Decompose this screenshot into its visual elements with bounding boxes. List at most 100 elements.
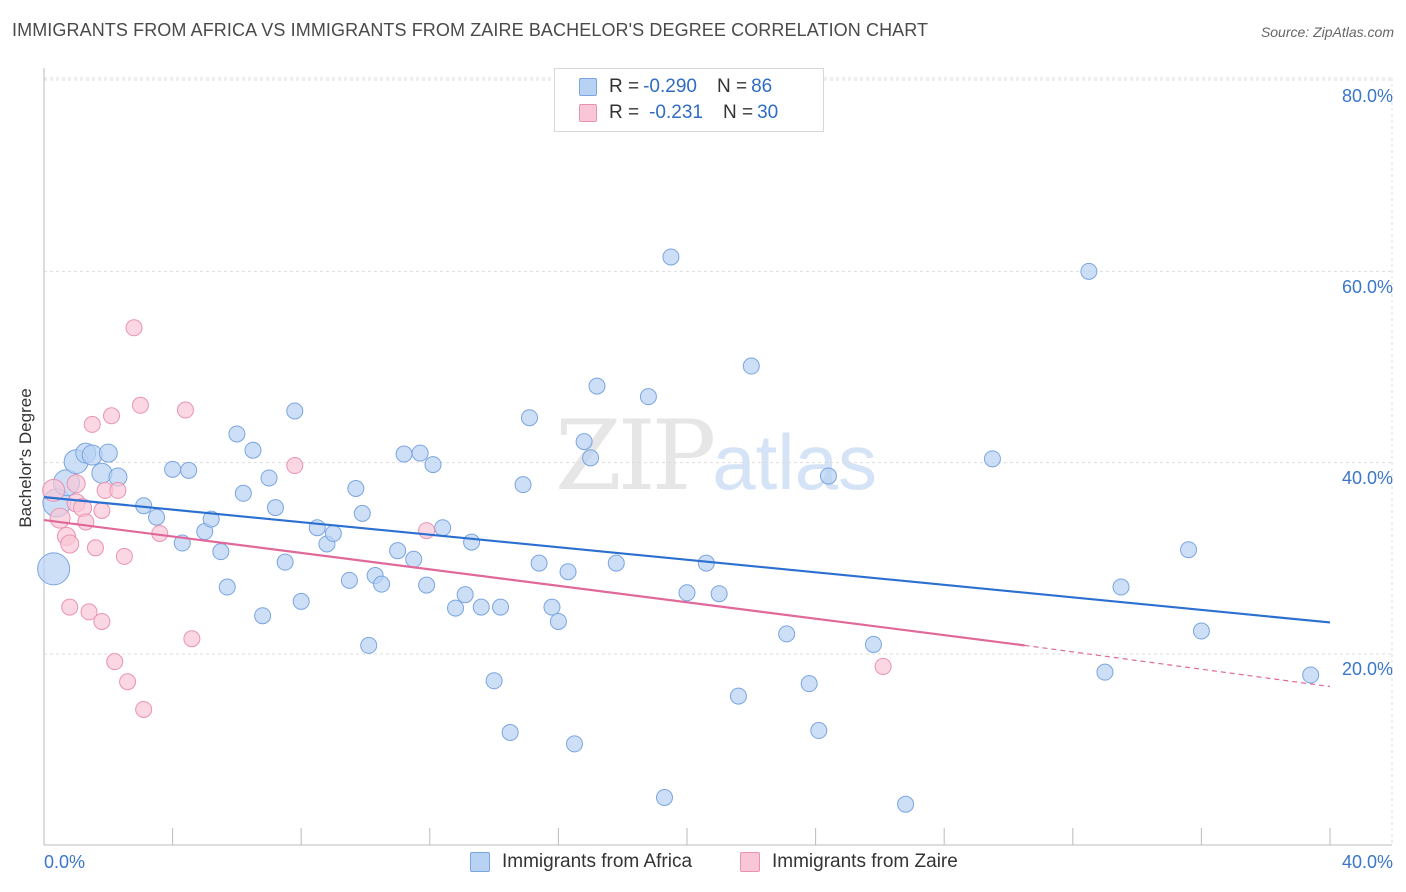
africa-point-68 (742, 357, 760, 375)
y-tick-label-60: 60.0% (1341, 277, 1393, 297)
series-legend: Immigrants from Africa Immigrants from Z… (0, 851, 1406, 877)
africa-point-81 (1302, 666, 1320, 684)
africa-point-51 (520, 409, 538, 427)
africa-point-45 (463, 533, 481, 551)
africa-point-74 (897, 795, 915, 813)
africa-point-13 (180, 461, 198, 479)
africa-r-value: -0.290 (643, 76, 697, 97)
africa-point-75 (983, 450, 1001, 468)
africa-point-63 (662, 248, 680, 266)
zaire-point-12 (93, 502, 111, 519)
zaire-r-label: R = (609, 102, 640, 123)
africa-point-7 (98, 443, 118, 463)
africa-point-64 (678, 584, 696, 602)
zaire-point-22 (135, 700, 153, 718)
africa-r-label: R = (609, 76, 640, 97)
africa-point-42 (434, 519, 452, 537)
africa-point-23 (266, 499, 284, 517)
africa-point-71 (810, 722, 828, 740)
africa-point-17 (218, 578, 236, 596)
africa-point-24 (276, 553, 294, 571)
zaire-point-11 (86, 539, 104, 557)
zaire-point-15 (103, 407, 121, 425)
y-tick-label-40: 40.0% (1341, 468, 1393, 488)
africa-point-53 (543, 598, 561, 616)
zaire-point-16 (106, 653, 124, 671)
africa-point-10 (148, 508, 166, 526)
chart-title: IMMIGRANTS FROM AFRICA VS IMMIGRANTS FRO… (12, 20, 929, 40)
africa-point-31 (347, 479, 365, 497)
africa-point-47 (485, 672, 503, 690)
africa-point-61 (639, 388, 657, 406)
africa-point-69 (778, 625, 796, 643)
zaire-point-17 (109, 481, 127, 499)
africa-point-29 (324, 524, 342, 542)
africa-point-40 (418, 576, 436, 594)
zaire-point-8 (77, 513, 95, 531)
africa-point-16 (212, 543, 230, 561)
watermark: ZIPatlas (555, 400, 877, 512)
africa-point-25 (286, 402, 304, 420)
zaire-trend-line (43, 518, 1025, 647)
africa-point-66 (710, 585, 728, 603)
africa-point-70 (800, 675, 818, 693)
zaire-point-24 (176, 401, 194, 419)
stats-legend: R = -0.290 N = 86 R = -0.231 N = 30 (554, 68, 824, 132)
zaire-point-26 (286, 457, 304, 475)
africa-point-21 (254, 607, 272, 625)
africa-point-56 (565, 735, 583, 753)
africa-point-11 (164, 460, 182, 478)
africa-point-15 (202, 510, 220, 528)
africa-point-76 (1080, 262, 1098, 280)
zaire-point-20 (125, 319, 143, 337)
africa-point-38 (405, 550, 423, 568)
africa-point-62 (655, 789, 673, 806)
africa-point-54 (549, 612, 567, 630)
africa-point-39 (411, 444, 429, 462)
africa-point-32 (353, 504, 371, 522)
legend-africa-label: Immigrants from Africa (502, 851, 693, 872)
stats-row-africa: R = -0.290 N = 86 (579, 74, 772, 100)
zaire-point-19 (119, 673, 137, 691)
africa-point-6 (91, 462, 113, 484)
zaire-point-9 (80, 603, 98, 621)
africa-point-49 (501, 723, 519, 741)
zaire-point-27 (418, 522, 436, 540)
africa-point-80 (1192, 622, 1210, 640)
zaire-point-3 (60, 534, 80, 554)
zaire-point-4 (61, 598, 79, 616)
africa-point-55 (559, 563, 577, 581)
zaire-point-1 (49, 507, 71, 529)
africa-point-50 (514, 476, 532, 494)
africa-point-72 (819, 467, 837, 485)
zaire-n-label: N = (722, 102, 754, 123)
africa-point-36 (389, 542, 407, 560)
zaire-trend-extension (1024, 644, 1331, 688)
zaire-point-25 (183, 630, 201, 648)
watermark-atlas: atlas (712, 418, 877, 506)
africa-point-0 (37, 552, 71, 586)
x-tick-label-min: 0.0% (44, 852, 86, 872)
stats-row-zaire: R = -0.231 N = 30 (579, 100, 778, 126)
africa-point-19 (234, 484, 252, 502)
zaire-point-21 (131, 396, 149, 414)
zaire-point-28 (874, 657, 892, 675)
zaire-point-5 (66, 474, 86, 494)
africa-point-41 (424, 456, 442, 474)
y-tick-label-80: 80.0% (1341, 86, 1393, 106)
legend-item-zaire[interactable]: Immigrants from Zaire (740, 851, 958, 873)
africa-n-value: 86 (751, 76, 773, 97)
zaire-point-0 (42, 478, 66, 502)
y-tick-label-20: 20.0% (1341, 659, 1393, 679)
africa-point-60 (607, 554, 625, 572)
africa-swatch (579, 78, 597, 96)
africa-point-79 (1180, 541, 1198, 559)
legend-item-africa[interactable]: Immigrants from Africa (470, 851, 692, 873)
africa-point-22 (260, 469, 278, 487)
y-axis-label: Bachelor's Degree (16, 388, 35, 528)
legend-zaire-label: Immigrants from Zaire (772, 851, 958, 872)
africa-point-37 (395, 445, 413, 463)
africa-point-52 (530, 554, 548, 572)
source-label: Source: ZipAtlas.com (1260, 24, 1394, 40)
